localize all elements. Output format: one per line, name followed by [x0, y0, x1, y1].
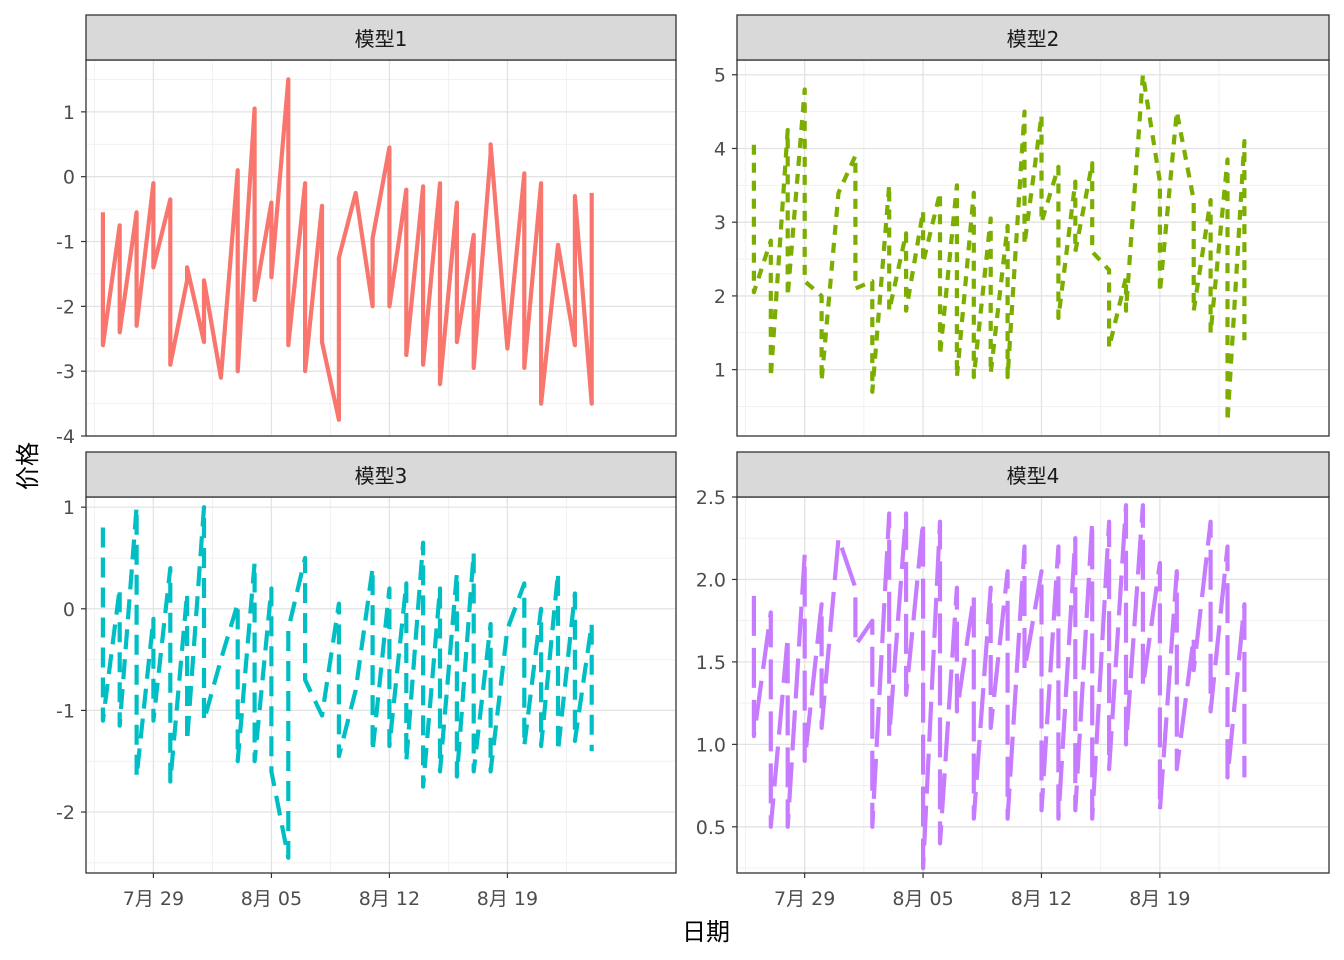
y-tick-label: 4 [714, 138, 726, 160]
facet-strip-label: 模型3 [355, 464, 408, 488]
panel-background [737, 497, 1329, 873]
y-tick-label: 1 [63, 497, 75, 519]
x-tick-label: 8月 05 [892, 888, 953, 910]
y-tick-label: 2 [714, 286, 726, 308]
y-tick-label: 0 [63, 599, 75, 621]
y-axis-title: 价格 [14, 442, 42, 490]
y-tick-label: 0.5 [696, 817, 726, 839]
x-tick-label: 8月 12 [1011, 888, 1072, 910]
x-tick-label: 7月 29 [774, 888, 835, 910]
x-tick-label: 8月 19 [477, 888, 538, 910]
facet-strip-label: 模型2 [1007, 27, 1060, 51]
facet-strip [736, 451, 1330, 498]
x-tick-label: 7月 29 [123, 888, 184, 910]
y-tick-label: 3 [714, 212, 726, 234]
facet-panel-3: 1 0 -1 -2 模型3 7月 29 8月 05 8月 12 8月 19 [56, 451, 677, 910]
facet-panel-2: 1 2 3 4 5 模型2 [714, 14, 1330, 437]
y-tick-label: -1 [56, 232, 75, 254]
facet-strip-label: 模型1 [355, 27, 408, 51]
y-tick-label: 5 [714, 65, 726, 87]
series-line [100, 77, 594, 422]
y-tick-label: 0 [63, 167, 75, 189]
facet-strip [85, 14, 677, 61]
facet-strip-label: 模型4 [1007, 464, 1060, 488]
panel-background [86, 60, 676, 436]
y-tick-label: -2 [56, 296, 75, 318]
facet-panel-4: 2.5 2.0 1.5 1.0 0.5 模型4 7月 29 8月 05 8月 12 8月 19 [696, 451, 1330, 910]
facet-strip [736, 14, 1330, 61]
x-axis-title: 日期 [682, 918, 730, 946]
y-tick-label: 2.5 [696, 487, 726, 509]
series-line [100, 505, 594, 860]
y-tick-label: -2 [56, 802, 75, 824]
facet-strip [85, 451, 677, 498]
y-tick-label: -1 [56, 700, 75, 722]
y-tick-label: 1 [714, 360, 726, 382]
facet-panel-1: 1 0 -1 -2 -3 -4 模型1 [56, 14, 677, 448]
y-tick-label: 2.0 [696, 569, 726, 591]
x-tick-label: 8月 19 [1129, 888, 1190, 910]
y-tick-label: -4 [56, 426, 75, 448]
y-tick-label: -3 [56, 361, 75, 383]
y-tick-label: 1.0 [696, 734, 726, 756]
panels-layer: 1 0 -1 -2 -3 -4 模型1 1 2 3 4 5 模型2 1 0 -1 -2 模型3 7月 29 8月 05… [56, 14, 1330, 910]
y-tick-label: 1 [63, 102, 75, 124]
x-tick-label: 8月 05 [241, 888, 302, 910]
series-line [751, 503, 1247, 871]
series-line [751, 72, 1247, 424]
panel-background [737, 60, 1329, 436]
y-tick-label: 1.5 [696, 652, 726, 674]
x-tick-label: 8月 12 [359, 888, 420, 910]
